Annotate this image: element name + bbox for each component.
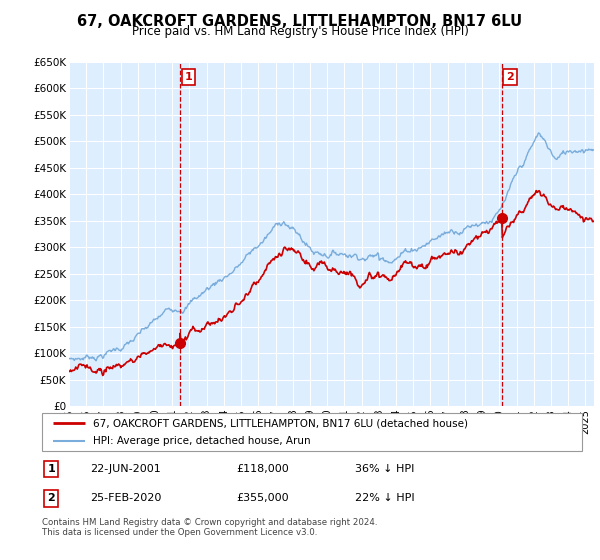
- Text: Price paid vs. HM Land Registry's House Price Index (HPI): Price paid vs. HM Land Registry's House …: [131, 25, 469, 38]
- Text: £355,000: £355,000: [236, 493, 289, 503]
- Text: 36% ↓ HPI: 36% ↓ HPI: [355, 464, 415, 474]
- Text: 1: 1: [47, 464, 55, 474]
- Text: Contains HM Land Registry data © Crown copyright and database right 2024.
This d: Contains HM Land Registry data © Crown c…: [42, 518, 377, 538]
- Text: 2: 2: [506, 72, 514, 82]
- Text: 67, OAKCROFT GARDENS, LITTLEHAMPTON, BN17 6LU (detached house): 67, OAKCROFT GARDENS, LITTLEHAMPTON, BN1…: [94, 418, 469, 428]
- Text: 2: 2: [47, 493, 55, 503]
- Text: £118,000: £118,000: [236, 464, 289, 474]
- Text: 25-FEB-2020: 25-FEB-2020: [91, 493, 162, 503]
- Text: 1: 1: [185, 72, 193, 82]
- Text: 22% ↓ HPI: 22% ↓ HPI: [355, 493, 415, 503]
- Text: 67, OAKCROFT GARDENS, LITTLEHAMPTON, BN17 6LU: 67, OAKCROFT GARDENS, LITTLEHAMPTON, BN1…: [77, 14, 523, 29]
- FancyBboxPatch shape: [42, 413, 582, 451]
- Text: HPI: Average price, detached house, Arun: HPI: Average price, detached house, Arun: [94, 436, 311, 446]
- Text: 22-JUN-2001: 22-JUN-2001: [91, 464, 161, 474]
